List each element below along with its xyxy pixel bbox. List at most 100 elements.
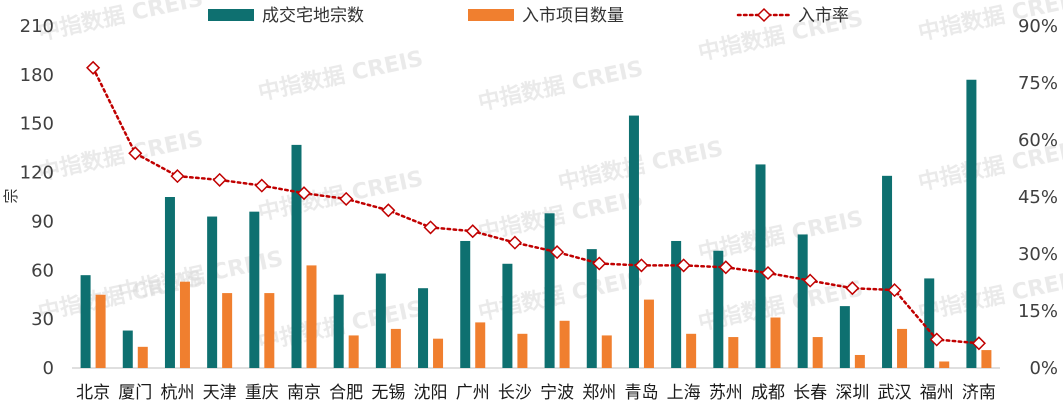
category-label: 宁波 [540,383,574,403]
bar-transactions [797,234,808,368]
rate-point-marker [676,258,691,273]
bar-projects [348,335,359,368]
category-label: 重庆 [245,383,279,403]
y-tick-label: 120 [20,163,54,184]
watermark-text: 中指数据 CREIS [476,266,646,326]
bar-transactions [375,273,386,368]
bar-projects [854,354,865,368]
rate-line-path [91,66,981,345]
y2-tick-label: 30% [1018,244,1058,265]
rate-point-marker [212,172,227,187]
bar-projects [475,322,486,368]
bar-transactions [291,144,302,368]
y2-tick-label: 90% [1018,16,1058,37]
bar-transactions [671,240,682,368]
category-label: 长沙 [498,383,532,403]
y2-tick-label: 60% [1018,130,1058,151]
category-label: 杭州 [160,383,194,403]
bar-transactions [544,213,555,368]
rate-point-marker [718,260,733,275]
bar-transactions [122,330,133,368]
y2-tick-label: 15% [1018,301,1058,322]
legend-swatch [208,9,254,21]
rate-point-marker [507,235,522,250]
watermark-text: 中指数据 CREIS [256,166,426,226]
bar-projects [390,328,401,368]
rate-point-marker [381,203,396,218]
rate-point-marker [803,273,818,288]
bar-projects [264,293,275,368]
category-label: 广州 [456,383,490,403]
left-y-axis: 0 30 60 90 120 150 180 210 [20,16,54,379]
category-label: 北京 [76,383,110,403]
bar-projects [222,293,233,368]
bar-projects [897,328,908,368]
y-tick-label: 210 [20,16,54,37]
rate-point-marker [128,146,143,161]
category-label: 成都 [751,383,785,403]
bar-projects [981,350,992,368]
bar-projects [812,337,823,368]
bar-transactions [628,115,639,368]
watermark-text: 中指数据 CREIS [256,46,426,106]
category-label: 青岛 [624,383,658,403]
bar-transactions [249,211,260,368]
rate-point-marker [550,245,565,260]
category-label: 合肥 [329,383,363,403]
rate-line [86,60,986,351]
category-label: 上海 [667,383,701,403]
category-label: 沈阳 [414,383,448,403]
rate-point-marker [971,336,986,351]
legend-swatch [468,9,514,21]
bar-projects [939,361,950,368]
rate-point-marker [634,258,649,273]
bar-transactions [207,216,218,368]
category-label: 福州 [920,383,954,403]
category-label: 深圳 [835,383,869,403]
category-label: 天津 [203,383,237,403]
y-tick-label: 180 [20,65,54,86]
legend-marker [756,7,772,23]
y2-tick-label: 75% [1018,73,1058,94]
bars [80,79,992,368]
bar-projects [306,265,317,368]
bar-projects [95,294,106,368]
right-y-axis: 0% 15% 30% 45% 60% 75% 90% [1018,16,1058,379]
y-tick-label: 60 [31,260,54,281]
category-label: 长春 [793,383,827,403]
bar-transactions [418,288,429,368]
rate-point-marker [760,265,776,281]
y-tick-label: 30 [31,309,54,330]
bar-projects [728,337,739,368]
category-label: 无锡 [371,383,405,403]
watermark-text: 中指数据 CREIS [556,136,726,196]
y2-tick-label: 45% [1018,187,1058,208]
bar-projects [517,333,528,368]
bar-projects [137,346,148,368]
rate-point-marker [423,220,438,235]
bar-projects [433,338,444,368]
category-label: 郑州 [582,383,616,403]
bar-transactions [713,250,724,368]
bar-projects [559,320,570,368]
y-tick-label: 90 [31,211,54,232]
y-axis-label: 宗 [2,188,20,203]
bar-transactions [502,263,513,368]
watermark-text: 中指数据 CREIS [116,246,286,306]
bar-transactions [460,240,471,368]
rate-point-marker [339,191,354,206]
bar-transactions [755,164,766,368]
bar-transactions [586,249,597,368]
bar-transactions [839,306,850,368]
legend-label: 入市率 [798,6,849,26]
legend-label: 入市项目数量 [522,6,624,26]
rate-point-marker [254,178,269,193]
bar-projects [770,317,781,368]
bar-transactions [333,294,344,368]
rate-point-marker [929,332,944,347]
rate-point-marker [465,224,480,239]
bar-projects [643,299,654,368]
category-label: 南京 [287,383,321,403]
rate-point-marker [296,186,312,201]
